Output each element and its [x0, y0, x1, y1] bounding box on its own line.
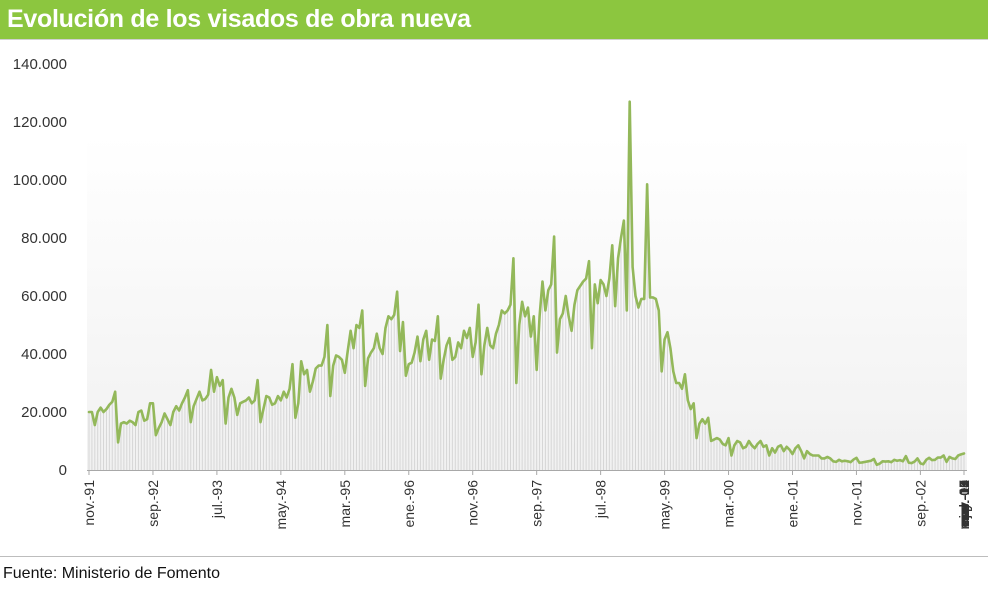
y-tick-label: 80.000	[21, 230, 67, 247]
x-tick-label: may.-99	[657, 480, 673, 530]
x-tick-label: ene.-11	[956, 480, 972, 527]
x-tick-label: nov.-01	[848, 480, 864, 526]
x-tick-label: nov.-96	[465, 480, 481, 526]
x-axis: nov.-91 sep.-92 jul.-93 may.-94 mar.-95 ene.-…	[81, 470, 972, 530]
footer-divider	[0, 556, 988, 557]
x-tick-label: jul.-03	[956, 480, 972, 519]
x-tick-label: may.-14	[956, 480, 972, 530]
y-tick-label: 140.000	[13, 56, 67, 73]
x-tick-label: may.-09	[956, 480, 972, 530]
x-tick-label: mar.-00	[721, 480, 737, 528]
chart-title: Evolución de los visados de obra nueva	[7, 5, 471, 33]
x-tick-label: jul.-08	[956, 480, 972, 519]
x-tick-label: nov.-91	[81, 480, 97, 526]
plot-background	[87, 135, 967, 470]
line-chart: 0 20.000 40.000 60.000 80.000 100.000 120.000 1…	[13, 56, 972, 530]
title-divider	[0, 39, 988, 40]
x-tick-label: sep.-92	[145, 480, 161, 527]
series-line	[87, 100, 966, 467]
x-tick-label: jul.-93	[209, 480, 225, 519]
x-tick-label: nov.-11	[956, 480, 972, 525]
x-tick-label: jul.-98	[593, 480, 609, 519]
y-tick-label: 40.000	[21, 346, 67, 363]
x-tick-label: ene.-06	[956, 480, 972, 528]
fill-lines	[88, 101, 965, 470]
y-tick-label: 20.000	[21, 404, 67, 421]
x-tick-label: mar.-05	[956, 480, 972, 528]
x-tick-label: nov.-06	[956, 480, 972, 526]
y-tick-label: 120.000	[13, 114, 67, 131]
source-note: Fuente: Ministerio de Fomento	[3, 565, 220, 582]
x-tick-label: sep.-12	[956, 480, 972, 527]
title-bar: Evolución de los visados de obra nueva	[0, 0, 988, 39]
y-tick-label: 0	[59, 462, 67, 479]
y-axis: 0 20.000 40.000 60.000 80.000 100.000 120.000 1…	[13, 56, 67, 479]
x-tick-label: ene.-96	[401, 480, 417, 528]
x-tick-label: sep.-02	[912, 480, 928, 527]
x-tick-label: mar.-10	[956, 480, 972, 528]
x-tick-label: mar.-15	[956, 480, 972, 528]
x-tick-label: ene.-16	[956, 480, 972, 528]
x-tick-label: jul.-13	[956, 480, 972, 519]
x-tick-label: mar.-95	[337, 480, 353, 528]
x-tick-label: ene.-01	[784, 480, 800, 528]
x-tick-label: sep.-07	[956, 480, 972, 527]
x-tick-label: sep.-97	[529, 480, 545, 527]
y-tick-label: 100.000	[13, 172, 67, 189]
y-tick-label: 60.000	[21, 288, 67, 305]
x-tick-label: may.-94	[273, 480, 289, 530]
x-tick-label: may.-04	[956, 480, 972, 530]
